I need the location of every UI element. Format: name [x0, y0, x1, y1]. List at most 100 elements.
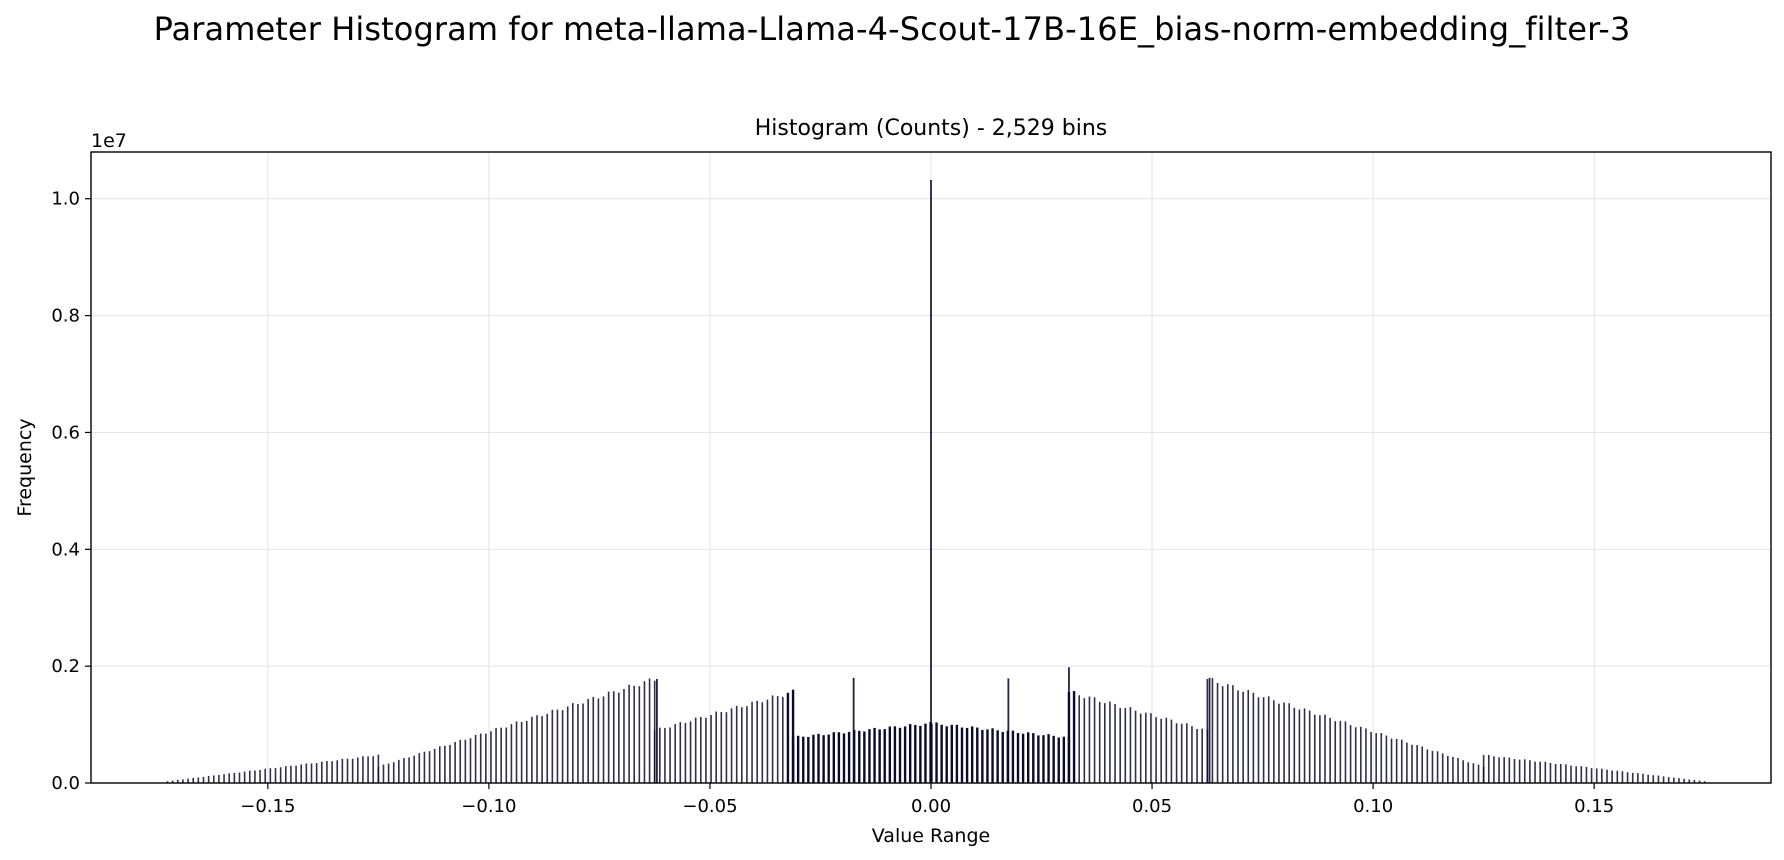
histogram-bar — [1062, 736, 1066, 783]
histogram-bar — [1298, 709, 1301, 783]
histogram-bar — [295, 765, 297, 783]
histogram-bar — [413, 755, 415, 783]
histogram-bar — [659, 727, 661, 783]
histogram-bar — [924, 723, 927, 783]
histogram-bar — [689, 721, 692, 783]
histogram-bar — [832, 732, 836, 783]
y-tick-label: 0.8 — [51, 306, 80, 327]
histogram-bar — [351, 758, 354, 783]
histogram-bar — [888, 726, 892, 783]
histogram-bar — [171, 780, 174, 783]
histogram-bar — [464, 739, 467, 783]
histogram-bar — [469, 738, 472, 783]
histogram-bar — [633, 685, 636, 783]
histogram-bar — [1498, 757, 1500, 783]
histogram-bar — [791, 737, 795, 783]
histogram-bar — [1657, 775, 1660, 783]
histogram-bar — [1688, 779, 1691, 783]
histogram-bar — [320, 761, 323, 783]
histogram-bar — [837, 732, 841, 783]
histogram-bar — [1098, 701, 1101, 783]
histogram-bar — [1570, 765, 1572, 783]
histogram-bar — [1493, 756, 1495, 783]
histogram-bar — [551, 709, 554, 783]
histogram-bar — [643, 681, 646, 783]
histogram-bar — [1047, 734, 1050, 783]
histogram-bar — [1252, 692, 1255, 783]
histogram-bar — [228, 773, 231, 783]
histogram-bar — [664, 727, 666, 783]
histogram-bar — [336, 760, 339, 783]
histogram-bar — [981, 729, 984, 783]
histogram-bar — [428, 751, 431, 783]
histogram-bar — [694, 717, 697, 783]
histogram-bar — [842, 733, 846, 783]
histogram-bar — [883, 729, 886, 783]
histogram-bar — [607, 691, 610, 783]
histogram-bar — [1508, 757, 1511, 783]
histogram-bar — [423, 751, 426, 783]
histogram-bar — [515, 721, 518, 783]
y-tick-label: 0.0 — [51, 773, 80, 794]
histogram-bar — [479, 733, 482, 783]
histogram-bar — [1088, 696, 1091, 783]
histogram-bar — [541, 716, 543, 783]
histogram-bar — [238, 772, 241, 783]
histogram-bar — [960, 727, 964, 783]
histogram-bar — [1216, 682, 1219, 783]
histogram-bar — [1647, 774, 1649, 783]
histogram-bar — [1283, 702, 1285, 783]
histogram-bar — [433, 748, 436, 783]
histogram-bar — [852, 677, 855, 783]
x-tick-label: 0.00 — [911, 796, 951, 817]
histogram-bar — [274, 768, 277, 783]
histogram-bar — [1477, 764, 1480, 783]
histogram-bar — [1180, 723, 1183, 783]
histogram-bar — [398, 759, 400, 783]
histogram-bar — [638, 686, 641, 783]
histogram-bar — [1472, 763, 1475, 783]
histogram-bar — [233, 772, 236, 783]
histogram-bar — [653, 730, 656, 783]
histogram-bar — [546, 713, 549, 783]
histogram-bar — [679, 722, 682, 783]
histogram-bar — [700, 716, 702, 783]
histogram-bar — [1621, 771, 1624, 783]
histogram-bar — [561, 710, 564, 783]
histogram-bar — [474, 734, 477, 783]
histogram-bar — [1554, 763, 1557, 783]
histogram-bar — [1534, 761, 1536, 783]
histogram-bar — [572, 703, 574, 783]
histogram-bar — [1057, 737, 1060, 783]
histogram-bar — [403, 758, 405, 783]
histogram-bar — [1595, 768, 1598, 783]
histogram-bar — [1124, 707, 1127, 783]
histogram-bar — [367, 756, 369, 783]
histogram-bar — [898, 727, 902, 783]
histogram-bar — [438, 746, 441, 783]
histogram-bar — [1678, 778, 1680, 783]
histogram-bar — [669, 727, 671, 783]
histogram-bar — [176, 779, 179, 783]
histogram-bar — [1242, 691, 1244, 783]
histogram-bar — [751, 701, 753, 783]
histogram-bar — [264, 768, 267, 783]
histogram-bar — [1360, 726, 1362, 783]
histogram-bar — [1042, 735, 1045, 783]
histogram-bar — [1104, 703, 1106, 783]
histogram-bar — [996, 730, 999, 783]
histogram-bar — [705, 717, 707, 783]
histogram-bar — [1457, 757, 1459, 783]
histogram-bar — [893, 726, 897, 783]
y-axis-label: Frequency — [14, 418, 36, 516]
histogram-bar — [1319, 715, 1321, 783]
histogram-bar — [1452, 756, 1454, 783]
histogram-bar — [1518, 759, 1521, 783]
histogram-bar — [1349, 725, 1352, 783]
histogram-bar — [1021, 733, 1025, 783]
histogram-bar — [1426, 749, 1429, 783]
histogram-bar — [1693, 779, 1696, 783]
histogram-bar — [1206, 679, 1209, 783]
histogram-bar — [965, 727, 969, 783]
y-tick-label: 1.0 — [51, 189, 80, 210]
